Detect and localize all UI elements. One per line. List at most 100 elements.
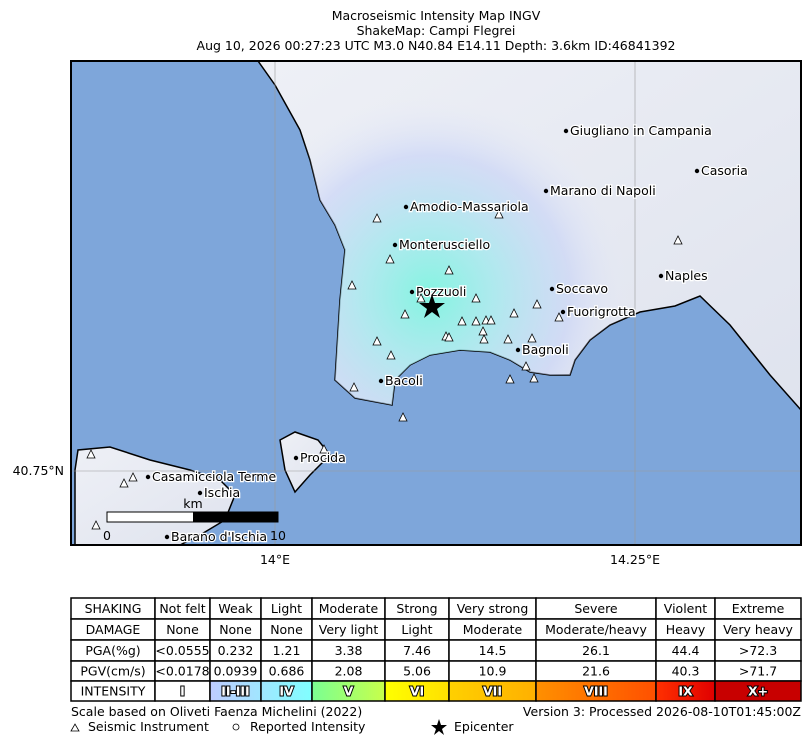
place-label: Marano di Napoli <box>550 183 656 198</box>
table-text: 0.686 <box>269 664 305 679</box>
table-text: 26.1 <box>582 643 610 658</box>
version: Version 3: Processed 2026-08-10T01:45:00… <box>523 704 801 719</box>
map-frame <box>70 60 802 546</box>
intensity-overlay <box>258 61 801 410</box>
station <box>372 336 382 346</box>
station <box>128 472 138 482</box>
station <box>119 478 129 488</box>
place-label: Ischia <box>204 485 240 500</box>
place-dot <box>197 490 203 496</box>
table-text: 0.0939 <box>214 664 258 679</box>
station <box>444 265 454 275</box>
place-dot <box>549 286 555 292</box>
table-text: PGV(cm/s) <box>80 664 145 679</box>
legend-triangle <box>70 723 80 732</box>
place-dot <box>560 309 566 315</box>
table-text: DAMAGE <box>86 622 141 637</box>
table-text: VIII <box>584 684 608 699</box>
legend-reported: Reported Intensity <box>250 719 366 734</box>
table-text: None <box>166 622 199 637</box>
table-text: II-III <box>221 684 249 699</box>
table-text: 14.5 <box>479 643 507 658</box>
station <box>444 332 454 342</box>
table-text: 10.9 <box>479 664 507 679</box>
place-dot <box>409 289 415 295</box>
station <box>494 209 504 219</box>
legend-star <box>431 719 447 735</box>
table-text: IV <box>279 684 294 699</box>
place-dot <box>658 273 664 279</box>
table-text: Light <box>271 601 302 616</box>
place-label: Soccavo <box>556 281 608 296</box>
lon-label: 14°E <box>260 552 290 567</box>
map: Giugliano in Campania Casoria Marano di Na… <box>71 61 801 545</box>
table-text: Strong <box>396 601 437 616</box>
station <box>479 334 489 344</box>
table-text: V <box>344 684 354 699</box>
place-label: Bacoli <box>385 373 423 388</box>
table-text: 3.38 <box>335 643 363 658</box>
table-text: 40.3 <box>672 664 700 679</box>
table-text: 1.21 <box>273 643 301 658</box>
table-cell <box>714 680 802 702</box>
table-text: 2.08 <box>335 664 363 679</box>
place-dot <box>515 347 521 353</box>
table-text: <0.0178 <box>155 664 209 679</box>
table-text: Very light <box>319 622 379 637</box>
table-text: <0.0555 <box>155 643 209 658</box>
table-text: Violent <box>664 601 707 616</box>
table-text: 21.6 <box>582 664 610 679</box>
table-text: X+ <box>748 684 768 699</box>
place-label: Bagnoli <box>522 342 569 357</box>
subtitle: ShakeMap: Campi Flegrei <box>357 23 516 38</box>
place-dot <box>164 534 170 540</box>
station <box>400 309 410 319</box>
place-label: Casoria <box>701 163 748 178</box>
table-text: Not felt <box>159 601 205 616</box>
station <box>398 412 408 422</box>
station <box>554 312 564 322</box>
table-text: I <box>180 684 185 699</box>
epicenter <box>419 294 445 318</box>
station <box>349 382 359 392</box>
station <box>372 213 382 223</box>
table-text: PGA(%g) <box>85 643 140 658</box>
place-dot <box>563 128 569 134</box>
title: Macroseismic Intensity Map INGV <box>332 8 541 23</box>
place-label: Casamicciola Terme <box>152 469 276 484</box>
table-text: INTENSITY <box>81 684 146 699</box>
table-text: 5.06 <box>403 664 431 679</box>
station <box>505 374 515 384</box>
station <box>386 350 396 360</box>
station <box>347 280 357 290</box>
place-dot <box>403 204 409 210</box>
scale-end: 10 <box>270 528 286 543</box>
table-text: >72.3 <box>739 643 777 658</box>
table-text: IX <box>678 684 693 699</box>
station <box>86 449 96 459</box>
scale-start: 0 <box>103 528 111 543</box>
place-dot <box>145 474 151 480</box>
place-label: Naples <box>665 268 708 283</box>
places: Giugliano in Campania Casoria Marano di Na… <box>145 122 749 545</box>
place-label: Fuorigrotta <box>567 304 636 319</box>
scale-unit: km <box>183 496 202 511</box>
table-text: Very strong <box>457 601 529 616</box>
station <box>532 299 542 309</box>
station <box>503 334 513 344</box>
procida <box>279 431 332 494</box>
table-text: Severe <box>574 601 618 616</box>
table-text: Moderate <box>463 622 523 637</box>
place-dot <box>378 378 384 384</box>
table-text: Heavy <box>666 622 706 637</box>
station <box>457 316 467 326</box>
table-text: 44.4 <box>672 643 700 658</box>
station <box>527 333 537 343</box>
table-text: 7.46 <box>403 643 431 658</box>
place-label: Amodio-Massariola <box>410 199 529 214</box>
table-text: Extreme <box>732 601 785 616</box>
station <box>673 235 683 245</box>
lat-label: 40.75°N <box>13 463 64 478</box>
legend-circle <box>232 723 240 731</box>
place-label: Pozzuoli <box>416 284 466 299</box>
